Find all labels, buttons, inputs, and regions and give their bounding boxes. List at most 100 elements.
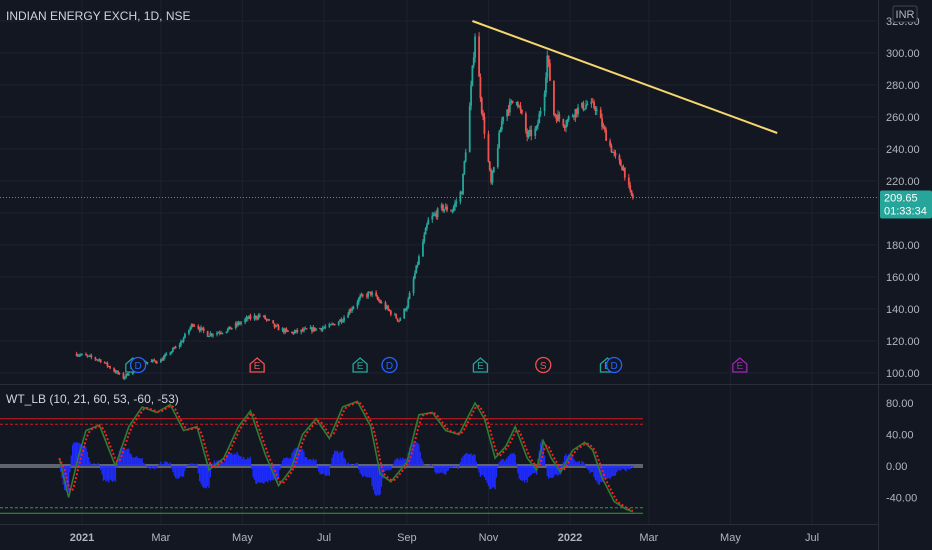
candle-body — [500, 121, 503, 130]
candle-body — [352, 306, 355, 309]
bar-countdown: 01:33:34 — [884, 206, 927, 218]
candle-body — [546, 55, 549, 78]
candle-body — [324, 326, 327, 328]
time-tick-label: Mar — [151, 532, 170, 544]
candle-body — [488, 161, 491, 171]
time-tick-label: Nov — [479, 532, 499, 544]
candle-body — [515, 102, 518, 104]
candle-body — [538, 114, 541, 124]
candle-body — [539, 111, 542, 115]
candle-body — [95, 359, 98, 361]
candle-body — [426, 224, 428, 229]
candle-body — [343, 317, 345, 321]
candle-body — [151, 359, 154, 361]
indicator-axis[interactable]: 80.00 40.00 0.00 -40.00 — [886, 398, 917, 505]
candle-body — [301, 329, 304, 331]
candle-body — [228, 326, 230, 330]
candle-body — [78, 355, 81, 357]
trendline[interactable] — [472, 20, 778, 134]
candle-body — [265, 319, 268, 321]
event-marker[interactable]: S — [535, 356, 552, 374]
candle-body — [237, 322, 240, 325]
candle-body — [182, 337, 185, 342]
candle-body — [594, 108, 597, 111]
candle-body — [292, 332, 295, 334]
candle-body — [408, 293, 411, 300]
candle-body — [172, 348, 174, 352]
event-letter: D — [386, 361, 393, 372]
earnings-badge — [472, 357, 489, 373]
candle-body — [181, 341, 184, 343]
candle-body — [605, 130, 607, 141]
event-marker[interactable]: E — [472, 357, 489, 373]
candle-body — [571, 115, 574, 117]
price-tick-label: 260.00 — [886, 112, 920, 124]
time-tick-label: May — [720, 532, 741, 544]
candle-body — [331, 323, 333, 325]
candle-body — [399, 318, 402, 321]
candle-body — [387, 306, 390, 310]
event-marker[interactable]: E — [352, 357, 368, 373]
candle-body — [226, 329, 229, 332]
candle-body — [312, 327, 315, 332]
candle-body — [375, 292, 378, 297]
candle-body — [359, 295, 361, 299]
candle-body — [403, 308, 406, 319]
candle-body — [599, 109, 602, 119]
candle-body — [218, 332, 221, 334]
candle-body — [192, 324, 194, 326]
candle-body — [459, 192, 462, 202]
candle-body — [412, 278, 415, 294]
currency-badge[interactable]: INR — [892, 5, 918, 23]
candle-body — [591, 101, 594, 103]
candle-body — [460, 192, 463, 195]
indicator-label[interactable]: WT_LB (10, 21, 60, 53, -60, -53) — [6, 392, 179, 406]
candle-body — [178, 345, 181, 347]
event-letter: E — [357, 361, 364, 372]
candle-body — [296, 329, 299, 333]
candle-body — [79, 354, 82, 356]
candle-body — [435, 213, 438, 217]
candle-body — [418, 256, 420, 265]
candle-body — [193, 325, 196, 327]
candle-body — [586, 104, 589, 106]
event-marker[interactable]: D — [381, 356, 398, 374]
candle-body — [230, 327, 233, 330]
events: EDEEDESEDE — [125, 356, 748, 374]
candle-body — [498, 132, 501, 149]
candle-body — [377, 299, 380, 301]
candle-body — [621, 166, 624, 171]
candle-body — [75, 353, 78, 356]
event-marker[interactable]: E — [732, 357, 748, 373]
event-letter: E — [736, 361, 743, 372]
candle-body — [527, 131, 530, 138]
candle-body — [395, 314, 398, 319]
candle-body — [610, 145, 613, 153]
candle-body — [291, 331, 293, 333]
candle-body — [575, 109, 578, 115]
candle-body — [452, 207, 455, 211]
candle-body — [619, 160, 622, 167]
candle-body — [454, 203, 456, 208]
candle-body — [407, 299, 410, 308]
candle-body — [99, 359, 102, 363]
candle-body — [581, 102, 583, 108]
time-tick-label: Jul — [317, 532, 331, 544]
price-tick-label: 300.00 — [886, 48, 920, 60]
dividend-badge — [381, 356, 398, 374]
event-marker[interactable]: D — [130, 356, 147, 374]
chart-title: INDIAN ENERGY EXCH, 1D, NSE — [6, 9, 191, 23]
time-axis[interactable]: 2021 Mar May Jul Sep Nov 2022 Mar May Jul — [70, 532, 819, 544]
earnings-badge — [732, 357, 748, 373]
candle-body — [122, 373, 125, 379]
event-marker[interactable]: D — [605, 356, 623, 374]
candle-body — [553, 80, 555, 115]
candle-body — [94, 357, 97, 360]
candle-body — [339, 319, 341, 322]
event-marker[interactable]: E — [249, 357, 265, 373]
candle-body — [520, 110, 523, 114]
candle-body — [337, 321, 340, 326]
candle-body — [258, 315, 261, 317]
candle-body — [356, 302, 359, 307]
